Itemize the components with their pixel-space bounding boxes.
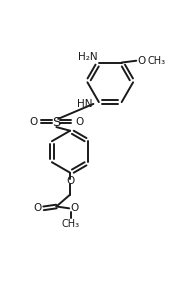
- Text: O: O: [76, 117, 84, 127]
- Text: HN: HN: [77, 99, 92, 109]
- Text: CH₃: CH₃: [62, 219, 80, 229]
- Text: S: S: [52, 116, 61, 129]
- Text: O: O: [70, 203, 78, 213]
- Text: O: O: [137, 56, 145, 66]
- Text: O: O: [29, 117, 37, 127]
- Text: CH₃: CH₃: [147, 56, 165, 66]
- Text: O: O: [33, 203, 42, 213]
- Text: H₂N: H₂N: [78, 52, 98, 62]
- Text: O: O: [66, 176, 74, 186]
